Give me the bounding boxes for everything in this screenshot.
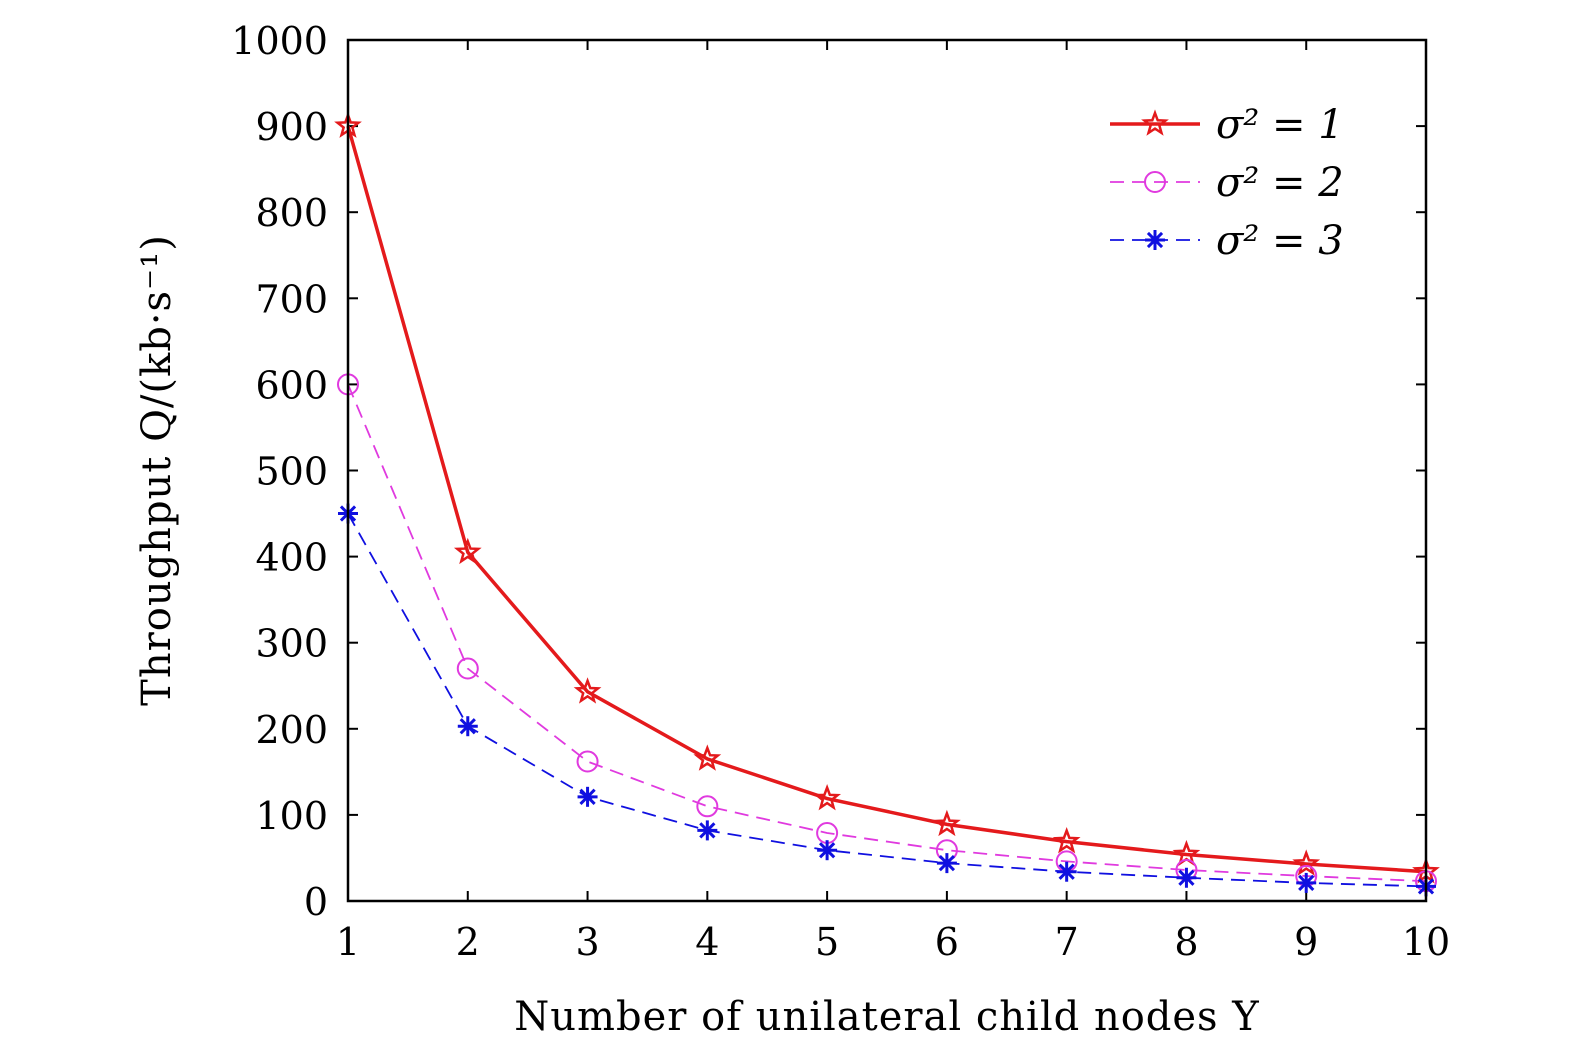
data-point-s1 xyxy=(1292,849,1321,876)
data-point-s1 xyxy=(813,783,841,811)
x-tick-label: 1 xyxy=(336,920,360,964)
data-point-s1 xyxy=(573,677,602,704)
legend-label-3: σ² = 3 xyxy=(1216,218,1344,264)
y-tick-label: 200 xyxy=(255,708,328,752)
y-tick-label: 600 xyxy=(255,363,328,407)
legend: σ² = 1 σ² = 2 σ² = 3 xyxy=(1110,102,1344,264)
x-tick-label: 6 xyxy=(935,920,959,964)
series-markers xyxy=(334,111,1440,897)
x-tick-label: 10 xyxy=(1402,920,1450,964)
y-tick-label: 300 xyxy=(255,622,328,666)
legend-marker-1 xyxy=(1141,109,1169,136)
data-point-s2 xyxy=(696,795,719,818)
y-tick-label: 100 xyxy=(255,794,328,838)
asterisk-stroke xyxy=(699,822,716,839)
data-point-s3 xyxy=(1296,872,1317,893)
y-tick-label: 700 xyxy=(255,277,328,321)
data-point-s1 xyxy=(453,537,482,565)
data-point-s2 xyxy=(576,750,599,773)
asterisk-stroke xyxy=(1298,874,1315,892)
asterisk-stroke xyxy=(1178,869,1195,886)
data-point-s3 xyxy=(817,840,838,861)
asterisk-stroke xyxy=(1058,863,1075,880)
data-point-s3 xyxy=(457,716,478,737)
x-axis-label: Number of unilateral child nodes Y xyxy=(514,994,1259,1040)
x-tick-label: 4 xyxy=(695,920,719,964)
asterisk-stroke xyxy=(1146,231,1164,249)
data-point-s3 xyxy=(1176,867,1197,888)
asterisk-stroke xyxy=(938,854,956,872)
data-point-s3 xyxy=(697,820,718,841)
series-line-3 xyxy=(347,513,1427,888)
plot-frame xyxy=(346,38,1428,903)
x-tick-label: 5 xyxy=(815,920,839,964)
y-tick-label: 800 xyxy=(255,191,328,235)
asterisk-stroke xyxy=(579,788,596,805)
data-point-s3 xyxy=(936,853,957,874)
legend-label-1: σ² = 1 xyxy=(1216,102,1344,148)
y-axis-label: Throughput Q/(kb·s⁻¹) xyxy=(134,234,180,706)
y-tick-label: 500 xyxy=(255,450,328,494)
data-point-s3 xyxy=(577,786,598,807)
x-tick-label: 2 xyxy=(456,920,480,964)
data-point-s1 xyxy=(933,809,961,837)
y-tick-label: 1000 xyxy=(231,19,328,63)
series-lines xyxy=(346,125,1427,888)
data-point-s1 xyxy=(1052,827,1081,854)
series-line-2 xyxy=(347,384,1427,883)
series-line-1 xyxy=(346,125,1427,874)
x-tick-label: 9 xyxy=(1294,920,1318,964)
asterisk-stroke xyxy=(459,718,476,735)
legend-label-2: σ² = 2 xyxy=(1216,160,1344,206)
legend-marker-3 xyxy=(1145,230,1165,250)
y-tick-label: 400 xyxy=(255,536,328,580)
data-point-s1 xyxy=(693,744,722,771)
asterisk-stroke xyxy=(818,842,836,859)
legend-marker-2 xyxy=(1144,171,1166,193)
x-tick-label: 8 xyxy=(1174,920,1198,964)
data-point-s2 xyxy=(456,657,479,680)
x-tick-label: 7 xyxy=(1055,920,1079,964)
y-tick-label: 900 xyxy=(255,105,328,149)
x-tick-label: 3 xyxy=(575,920,599,964)
axis-tick-labels: 1 2 3 4 5 6 7 8 9 1001002003004005006007008009001… xyxy=(231,19,1450,964)
data-point-s3 xyxy=(1056,861,1077,882)
y-tick-label: 0 xyxy=(304,880,328,924)
